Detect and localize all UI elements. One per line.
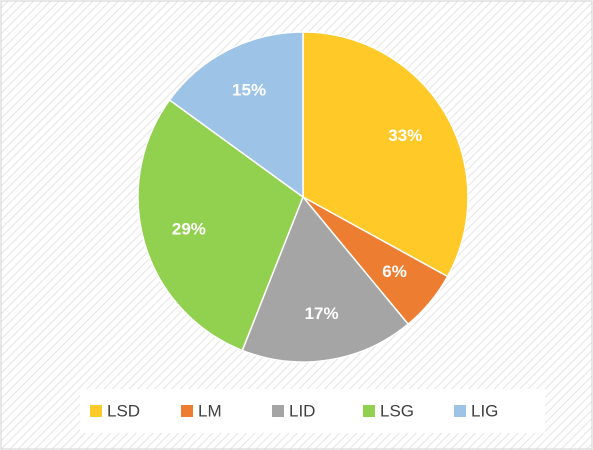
data-label: 29% (172, 220, 206, 239)
legend-label: LSD (107, 401, 140, 420)
legend-swatch (90, 405, 102, 417)
data-label: 6% (382, 262, 407, 281)
legend-swatch (181, 405, 193, 417)
pie-slice (241, 195, 410, 363)
legend-swatch (272, 405, 284, 417)
legend-box (80, 389, 545, 433)
data-label: 15% (232, 81, 266, 100)
pie-slice (137, 98, 304, 352)
legend-label: LM (198, 401, 222, 420)
pie-slice (302, 31, 469, 278)
legend-swatch (454, 405, 466, 417)
data-label: 33% (388, 126, 422, 145)
legend-label: LSG (380, 401, 414, 420)
legend-swatch (363, 405, 375, 417)
legend-label: LIG (471, 401, 498, 420)
data-label: 17% (305, 304, 339, 323)
legend-label: LID (289, 401, 315, 420)
pie-slice (168, 31, 304, 199)
